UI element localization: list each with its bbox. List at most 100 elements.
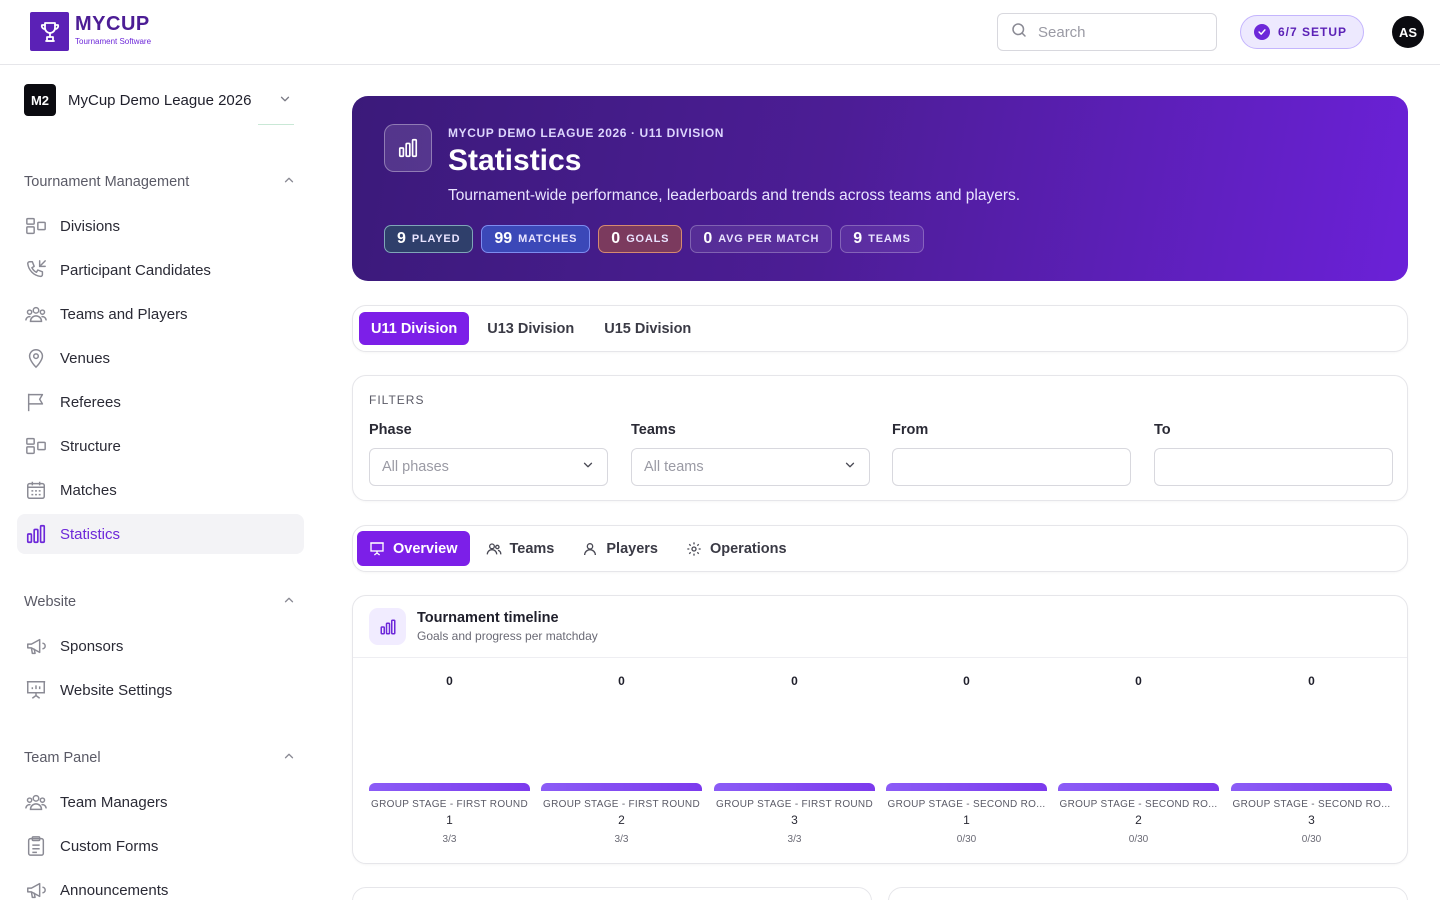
chevron-up-icon[interactable] bbox=[282, 173, 296, 191]
sidebar-item-teams-and-players[interactable]: Teams and Players bbox=[17, 294, 304, 334]
timeline-title: Tournament timeline bbox=[417, 610, 559, 626]
sidebar-item-label: Referees bbox=[60, 393, 121, 411]
phase-select-value: All phases bbox=[382, 459, 449, 475]
matchday-column: 0 GROUP STAGE - SECOND RO... 3 0/30 bbox=[1231, 658, 1392, 864]
tab-teams[interactable]: Teams bbox=[474, 531, 567, 566]
matchday-round: 3 bbox=[791, 813, 798, 827]
matchday-goals: 0 bbox=[1308, 674, 1315, 688]
section-website[interactable]: Website bbox=[24, 593, 296, 611]
tab-u11-division[interactable]: U11 Division bbox=[359, 312, 470, 345]
sidebar-item-custom-forms[interactable]: Custom Forms bbox=[17, 826, 304, 866]
stats-card-right bbox=[888, 887, 1408, 900]
brand-name[interactable]: MYCUP bbox=[75, 13, 150, 35]
sidebar-item-website-settings[interactable]: Website Settings bbox=[17, 670, 304, 710]
summary-stats: 9 PLAYED 99 MATCHES 0 GOALS 0 AVG PER MATCH … bbox=[384, 225, 924, 253]
top-bar: MYCUP Tournament Software 6/7 SETUP AS bbox=[0, 0, 1440, 65]
sidebar-item-label: Statistics bbox=[60, 525, 121, 543]
chevron-down-icon[interactable] bbox=[278, 92, 292, 111]
tab-overview[interactable]: Overview bbox=[357, 531, 470, 566]
sidebar-item-matches[interactable]: Matches bbox=[17, 470, 304, 510]
stats-card-left bbox=[352, 887, 872, 900]
sidebar-item-divisions[interactable]: Divisions bbox=[17, 206, 304, 246]
chevron-down-icon bbox=[843, 458, 857, 476]
matchday-phase: GROUP STAGE - FIRST ROUND bbox=[716, 799, 873, 810]
to-label: To bbox=[1154, 422, 1171, 438]
phone-incoming-icon bbox=[24, 258, 48, 282]
chevron-up-icon[interactable] bbox=[282, 749, 296, 767]
sidebar-item-team-managers[interactable]: Team Managers bbox=[17, 782, 304, 822]
stat-label: PLAYED bbox=[411, 233, 461, 245]
matchday-bar bbox=[369, 783, 530, 791]
check-icon bbox=[1254, 24, 1270, 40]
presentation-icon bbox=[24, 678, 48, 702]
sidebar-item-statistics[interactable]: Statistics bbox=[17, 514, 304, 554]
sidebar-item-referees[interactable]: Referees bbox=[17, 382, 304, 422]
section-title: Team Panel bbox=[24, 750, 101, 766]
sidebar-item-sponsors[interactable]: Sponsors bbox=[17, 626, 304, 666]
users-icon bbox=[24, 790, 48, 814]
tab-label: Operations bbox=[709, 540, 787, 557]
stat-matches: 99 MATCHES bbox=[481, 225, 591, 253]
sidebar-item-structure[interactable]: Structure bbox=[17, 426, 304, 466]
league-selector[interactable]: M2 MyCup Demo League 2026 bbox=[24, 84, 251, 116]
sidebar-item-label: Structure bbox=[60, 437, 121, 455]
matchday-progress: 0/30 bbox=[1301, 834, 1322, 845]
chevron-up-icon[interactable] bbox=[282, 593, 296, 611]
setup-label: 6/7 SETUP bbox=[1278, 25, 1348, 39]
stat-value: 99 bbox=[494, 230, 513, 247]
phase-label: Phase bbox=[369, 422, 412, 438]
tab-u15-division[interactable]: U15 Division bbox=[604, 320, 692, 337]
sidebar-item-label: Venues bbox=[60, 349, 111, 367]
map-pin-icon bbox=[24, 346, 48, 370]
tab-players[interactable]: Players bbox=[570, 531, 670, 566]
league-name: MyCup Demo League 2026 bbox=[68, 91, 252, 109]
search-box[interactable] bbox=[997, 13, 1217, 51]
stat-avg-per-match: 0 AVG PER MATCH bbox=[690, 225, 833, 253]
teams-select[interactable]: All teams bbox=[631, 448, 870, 486]
setup-progress-button[interactable]: 6/7 SETUP bbox=[1240, 15, 1364, 49]
sidebar-item-announcements[interactable]: Announcements bbox=[17, 870, 304, 900]
stat-played: 9 PLAYED bbox=[384, 225, 474, 253]
matchday-progress: 3/3 bbox=[787, 834, 802, 845]
tab-label: Players bbox=[606, 540, 658, 557]
sidebar-item-venues[interactable]: Venues bbox=[17, 338, 304, 378]
matchday-phase: GROUP STAGE - SECOND RO... bbox=[1232, 799, 1391, 810]
chevron-down-icon bbox=[581, 458, 595, 476]
structure-icon bbox=[24, 434, 48, 458]
sidebar: M2 MyCup Demo League 2026 Tournament Man… bbox=[0, 65, 320, 900]
from-date-input[interactable] bbox=[892, 448, 1131, 486]
user-avatar[interactable]: AS bbox=[1392, 16, 1424, 48]
matchday-progress: 0/30 bbox=[1128, 834, 1149, 845]
stat-label: MATCHES bbox=[518, 233, 578, 245]
matchday-progress: 3/3 bbox=[614, 834, 629, 845]
stat-label: AVG PER MATCH bbox=[718, 233, 820, 245]
megaphone-icon bbox=[24, 878, 48, 900]
matchday-round: 1 bbox=[446, 813, 453, 827]
to-date-input[interactable] bbox=[1154, 448, 1393, 486]
filters-panel: FILTERS Phase All phases Teams All teams… bbox=[352, 375, 1408, 501]
calendar-icon bbox=[24, 478, 48, 502]
sidebar-item-label: Participant Candidates bbox=[60, 261, 211, 279]
sidebar-item-label: Divisions bbox=[60, 217, 121, 235]
sidebar-item-label: Announcements bbox=[60, 881, 169, 899]
sidebar-item-participant-candidates[interactable]: Participant Candidates bbox=[17, 250, 304, 290]
sidebar-item-label: Matches bbox=[60, 481, 117, 499]
tab-operations[interactable]: Operations bbox=[674, 531, 799, 566]
users-icon bbox=[486, 541, 502, 557]
tab-u13-division[interactable]: U13 Division bbox=[487, 320, 575, 337]
bar-chart-icon bbox=[369, 608, 406, 645]
bar-chart-icon bbox=[24, 522, 48, 546]
section-tournament-management[interactable]: Tournament Management bbox=[24, 173, 296, 191]
trophy-logo-icon[interactable] bbox=[30, 12, 69, 51]
phase-select[interactable]: All phases bbox=[369, 448, 608, 486]
stat-label: GOALS bbox=[626, 233, 670, 245]
matchday-goals: 0 bbox=[1135, 674, 1142, 688]
search-input[interactable] bbox=[1038, 23, 1198, 41]
hero-breadcrumb: MYCUP DEMO LEAGUE 2026 · U11 DIVISION bbox=[448, 126, 725, 140]
matchday-phase: GROUP STAGE - SECOND RO... bbox=[887, 799, 1046, 810]
matchday-bar bbox=[1058, 783, 1219, 791]
sidebar-item-label: Team Managers bbox=[60, 793, 168, 811]
section-team-panel[interactable]: Team Panel bbox=[24, 749, 296, 767]
stat-value: 0 bbox=[611, 230, 621, 247]
page-title: Statistics bbox=[448, 144, 582, 177]
